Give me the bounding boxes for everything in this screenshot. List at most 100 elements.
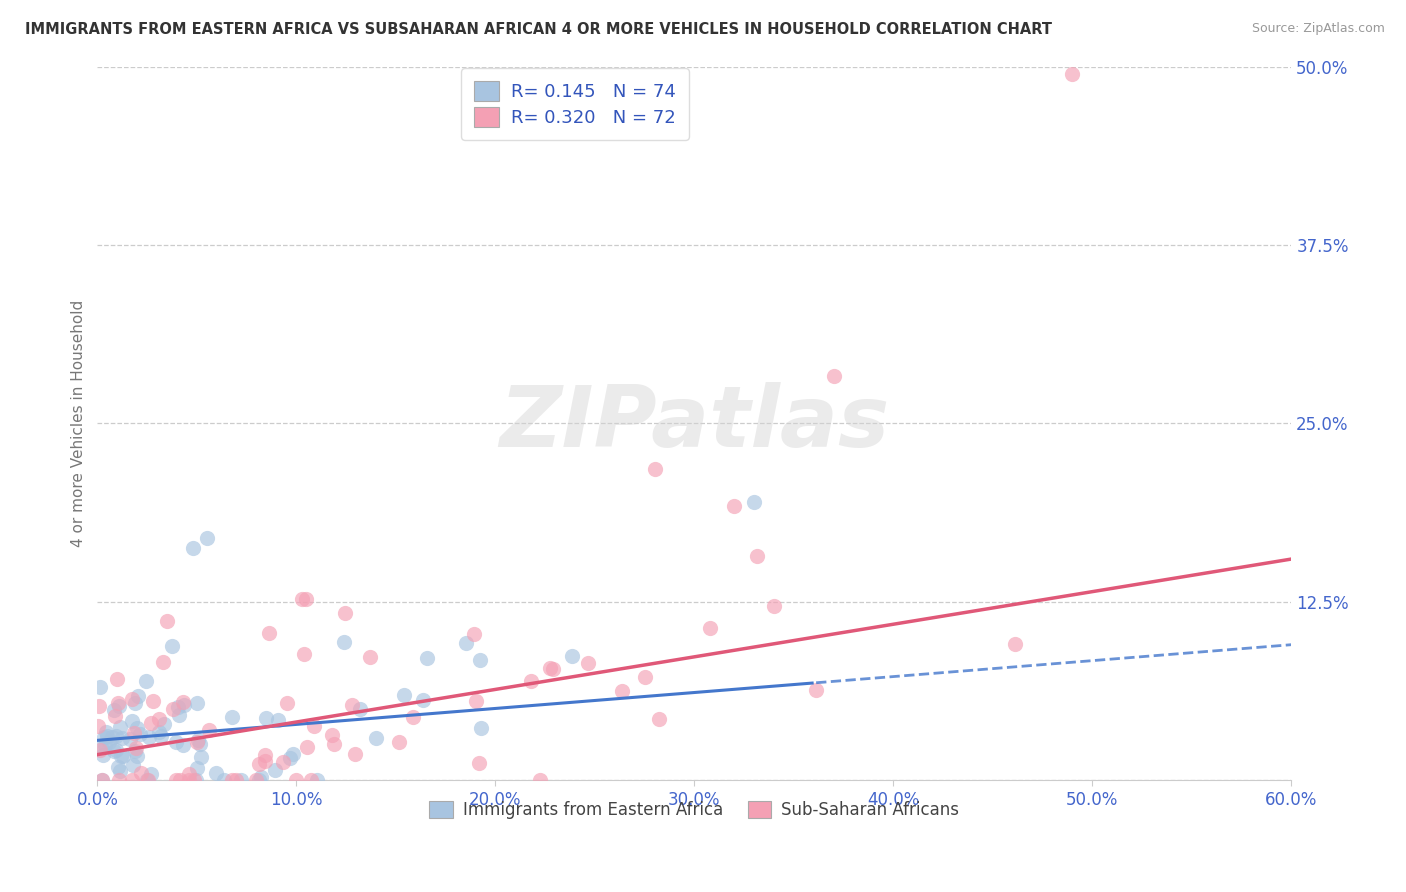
Point	[177, 773, 200, 788]
Point	[125, 740, 148, 755]
Point	[387, 735, 409, 749]
Point	[165, 773, 187, 788]
Point	[302, 719, 325, 733]
Point	[349, 701, 371, 715]
Point	[103, 744, 125, 758]
Point	[742, 495, 765, 509]
Y-axis label: 4 or more Vehicles in Household: 4 or more Vehicles in Household	[72, 300, 86, 547]
Point	[292, 648, 315, 662]
Point	[153, 717, 176, 731]
Point	[281, 747, 304, 761]
Point	[416, 651, 439, 665]
Point	[763, 599, 786, 613]
Point	[124, 696, 146, 710]
Point	[94, 724, 117, 739]
Point	[359, 650, 381, 665]
Point	[148, 712, 170, 726]
Text: ZIPatlas: ZIPatlas	[499, 382, 890, 465]
Point	[104, 742, 127, 756]
Point	[135, 674, 157, 689]
Point	[610, 683, 633, 698]
Point	[465, 694, 488, 708]
Point	[221, 773, 243, 788]
Point	[291, 591, 314, 606]
Point	[333, 635, 356, 649]
Point	[121, 692, 143, 706]
Point	[401, 710, 423, 724]
Point	[1004, 637, 1026, 651]
Point	[343, 747, 366, 761]
Point	[1062, 67, 1084, 81]
Point	[152, 655, 174, 669]
Point	[93, 739, 115, 753]
Point	[186, 696, 208, 710]
Point	[271, 755, 294, 769]
Point	[136, 773, 159, 788]
Point	[723, 500, 745, 514]
Point	[254, 710, 277, 724]
Point	[108, 720, 131, 734]
Point	[141, 715, 163, 730]
Point	[142, 694, 165, 708]
Point	[129, 765, 152, 780]
Point	[87, 718, 110, 732]
Point	[166, 700, 188, 714]
Point	[257, 626, 280, 640]
Point	[112, 749, 135, 764]
Point	[183, 773, 205, 788]
Point	[342, 698, 364, 713]
Point	[89, 681, 111, 695]
Point	[105, 672, 128, 686]
Legend: Immigrants from Eastern Africa, Sub-Saharan Africans: Immigrants from Eastern Africa, Sub-Saha…	[423, 794, 966, 825]
Point	[165, 735, 187, 749]
Point	[108, 698, 131, 713]
Point	[197, 723, 219, 737]
Point	[247, 756, 270, 771]
Point	[167, 708, 190, 723]
Point	[299, 773, 322, 788]
Point	[284, 773, 307, 788]
Point	[699, 621, 721, 635]
Point	[205, 765, 228, 780]
Point	[254, 754, 277, 768]
Point	[245, 773, 267, 788]
Point	[321, 728, 343, 742]
Point	[644, 462, 666, 476]
Point	[91, 773, 114, 788]
Point	[648, 712, 671, 726]
Point	[162, 701, 184, 715]
Point	[108, 764, 131, 778]
Point	[127, 721, 149, 735]
Point	[186, 735, 208, 749]
Point	[181, 541, 204, 555]
Point	[107, 773, 129, 788]
Point	[172, 738, 194, 752]
Point	[110, 749, 132, 764]
Point	[160, 640, 183, 654]
Point	[561, 648, 583, 663]
Point	[97, 735, 120, 749]
Point	[148, 725, 170, 739]
Point	[124, 725, 146, 739]
Point	[188, 737, 211, 751]
Point	[172, 695, 194, 709]
Point	[263, 763, 285, 777]
Point	[179, 767, 201, 781]
Point	[100, 730, 122, 744]
Point	[470, 721, 492, 735]
Point	[89, 698, 111, 713]
Point	[121, 773, 143, 788]
Point	[231, 773, 253, 788]
Point	[823, 369, 845, 384]
Point	[111, 731, 134, 746]
Point	[107, 760, 129, 774]
Point	[93, 730, 115, 744]
Point	[468, 653, 491, 667]
Point	[221, 710, 243, 724]
Point	[295, 592, 318, 607]
Point	[463, 627, 485, 641]
Point	[103, 703, 125, 717]
Point	[173, 698, 195, 713]
Point	[89, 743, 111, 757]
Text: Source: ZipAtlas.com: Source: ZipAtlas.com	[1251, 22, 1385, 36]
